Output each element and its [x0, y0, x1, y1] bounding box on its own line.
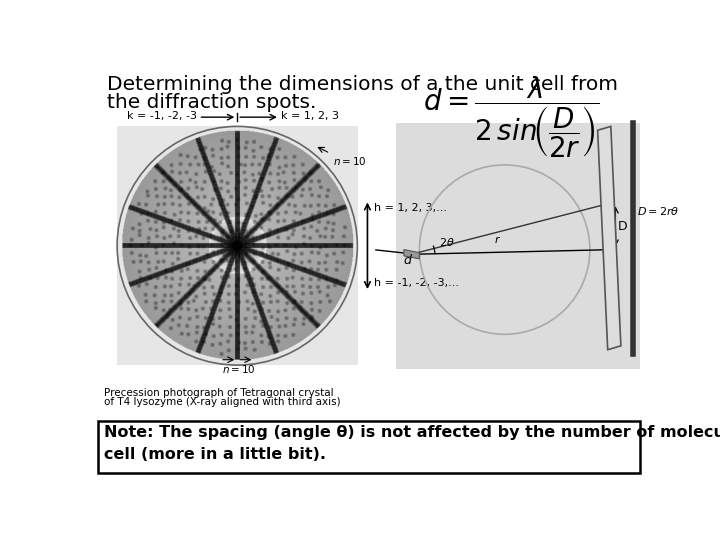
Text: d: d: [404, 254, 412, 267]
Text: h = 1, 2, 3,...: h = 1, 2, 3,...: [374, 204, 446, 213]
Text: D: D: [618, 220, 627, 233]
Text: r: r: [495, 235, 499, 245]
Text: h = -1, -2, -3,...: h = -1, -2, -3,...: [374, 278, 459, 288]
Text: $n=10$: $n=10$: [333, 155, 366, 167]
Text: Precession photograph of Tetragonal crystal: Precession photograph of Tetragonal crys…: [104, 388, 333, 398]
Text: $n=10$: $n=10$: [222, 363, 256, 375]
Text: Note: The spacing (angle θ) is not affected by the number of molecules in a unit: Note: The spacing (angle θ) is not affec…: [104, 425, 720, 462]
Text: $D = 2r\theta$: $D = 2r\theta$: [637, 205, 680, 217]
Bar: [396, 123, 640, 369]
Polygon shape: [404, 249, 419, 259]
Polygon shape: [598, 126, 621, 350]
FancyBboxPatch shape: [98, 421, 640, 473]
Text: k = -1, -2, -3: k = -1, -2, -3: [127, 111, 197, 122]
Text: $2\theta$: $2\theta$: [438, 236, 454, 248]
Text: k = 1, 2, 3: k = 1, 2, 3: [282, 111, 339, 122]
Text: Determining the dimensions of a the unit cell from: Determining the dimensions of a the unit…: [107, 75, 618, 94]
Text: the diffraction spots.: the diffraction spots.: [107, 93, 316, 112]
Text: $d = \dfrac{\lambda}{2\,sin\!\left(\dfrac{D}{2r}\right)}$: $d = \dfrac{\lambda}{2\,sin\!\left(\dfra…: [423, 75, 599, 160]
Text: of T4 lysozyme (X-ray aligned with third axis): of T4 lysozyme (X-ray aligned with third…: [104, 397, 341, 408]
